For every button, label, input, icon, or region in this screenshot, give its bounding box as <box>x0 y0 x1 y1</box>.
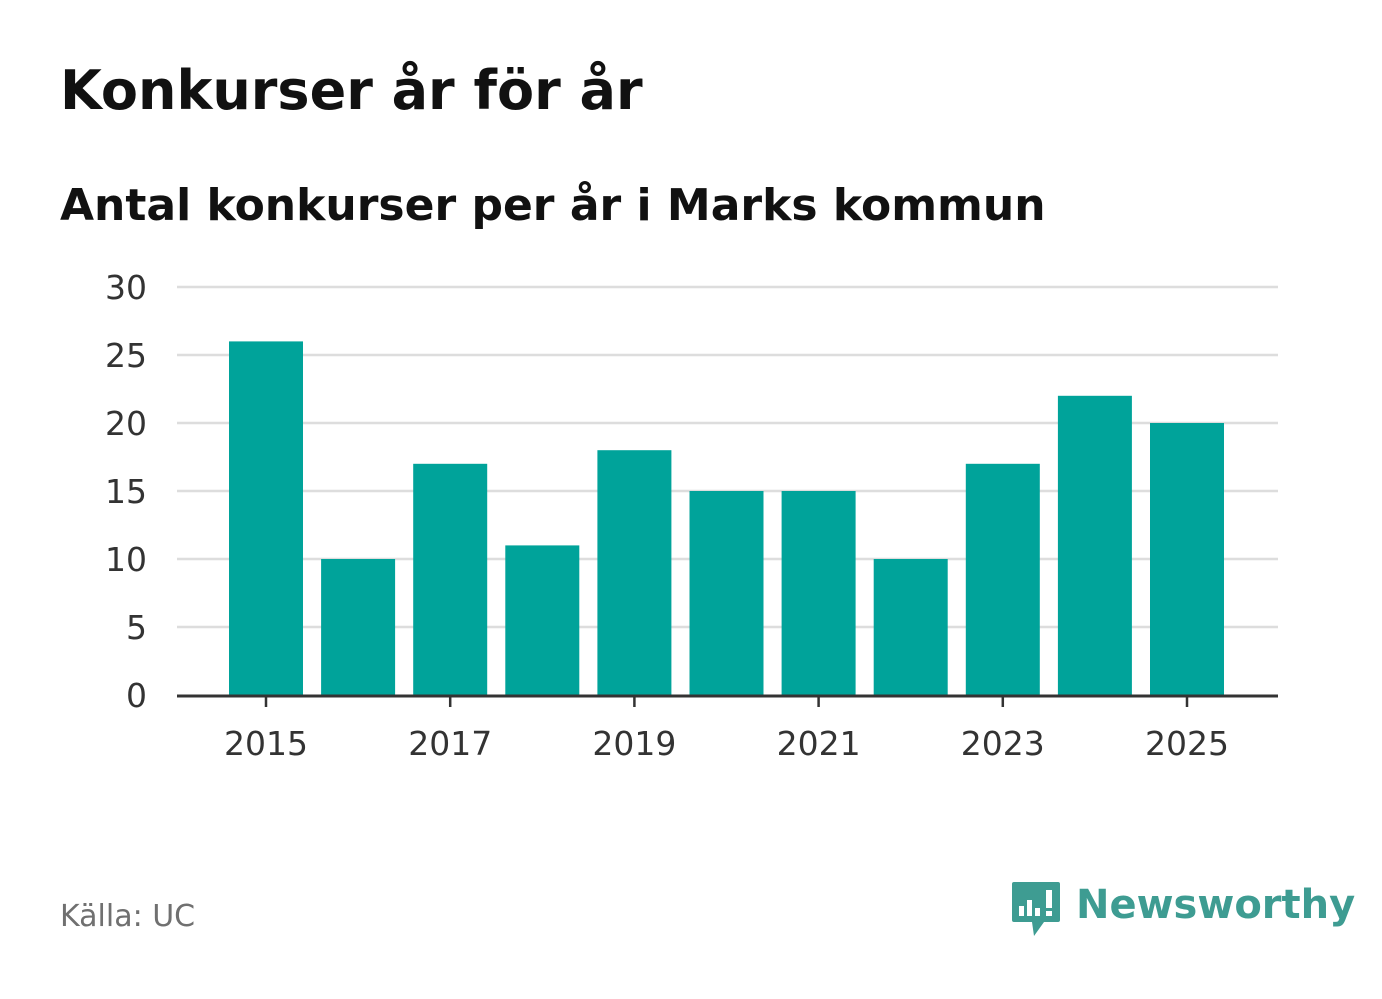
y-tick-label-15: 15 <box>105 472 147 511</box>
x-tick-label-2017: 2017 <box>408 724 492 763</box>
x-tick-label-2021: 2021 <box>777 724 861 763</box>
newsworthy-logo: Newsworthy <box>1010 880 1355 940</box>
bar-2021 <box>781 491 856 695</box>
x-axis <box>177 694 1278 707</box>
bar-2020 <box>689 491 764 695</box>
bar-2023 <box>965 463 1040 695</box>
y-tick-label-20: 20 <box>105 404 147 443</box>
x-tick-label-2015: 2015 <box>224 724 308 763</box>
bar-2019 <box>597 450 672 695</box>
x-tick-labels: 2015 2017 2019 2021 2023 2025 <box>224 724 1229 763</box>
y-tick-labels: 0 5 10 15 20 25 30 <box>105 268 147 715</box>
bar-2024 <box>1057 395 1132 695</box>
y-tick-label-25: 25 <box>105 336 147 375</box>
bars <box>229 341 1224 695</box>
newsworthy-logo-text: Newsworthy <box>1076 882 1356 928</box>
x-tick-label-2025: 2025 <box>1145 724 1229 763</box>
y-tick-label-10: 10 <box>105 540 147 579</box>
newsworthy-logo-icon <box>1012 882 1060 936</box>
bar-2015 <box>229 341 303 695</box>
chart-title: Konkurser år för år <box>60 59 643 122</box>
bar-2016 <box>321 559 396 695</box>
bar-2025 <box>1150 423 1224 695</box>
bar-2022 <box>873 559 948 695</box>
source-note: Källa: UC <box>60 899 196 934</box>
x-tick-label-2019: 2019 <box>592 724 676 763</box>
chart-subtitle: Antal konkurser per år i Marks kommun <box>60 180 1046 231</box>
y-tick-label-0: 0 <box>126 676 147 715</box>
bar-2017 <box>413 463 488 695</box>
bar-2018 <box>505 545 580 695</box>
y-tick-label-5: 5 <box>126 608 147 647</box>
x-tick-label-2023: 2023 <box>961 724 1045 763</box>
y-tick-label-30: 30 <box>105 268 147 307</box>
